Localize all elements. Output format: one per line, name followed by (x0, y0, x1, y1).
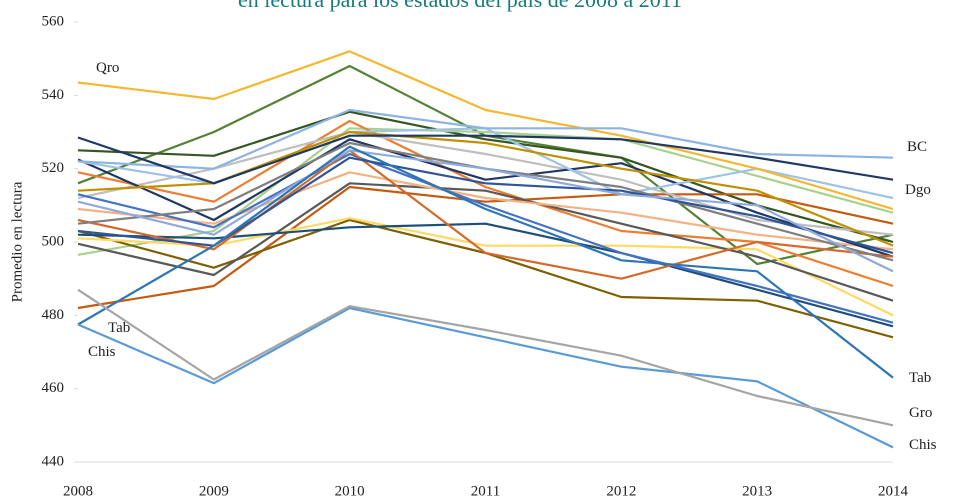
series-line (77, 171, 894, 251)
series-line (77, 145, 894, 379)
y-tick-label: 500 (42, 233, 65, 249)
series-line (77, 185, 894, 310)
series-label: BC (907, 139, 927, 155)
x-tick-label: 2011 (471, 483, 500, 499)
y-tick-label: 560 (42, 13, 65, 29)
x-tick-label: 2008 (63, 483, 93, 499)
series-line (77, 134, 894, 185)
series-label: Dgo (905, 182, 931, 198)
series-line (77, 108, 894, 170)
x-tick-label: 2013 (742, 483, 772, 499)
series-label: Qro (96, 60, 119, 76)
series-line (77, 127, 894, 256)
series-label: Gro (909, 405, 932, 421)
x-tick-label: 2014 (878, 483, 909, 499)
y-tick-label: 520 (42, 160, 65, 176)
series-label: Chis (909, 437, 937, 453)
chart-title: en lectura para los estados del país de … (238, 0, 682, 12)
y-tick-label: 480 (42, 307, 65, 323)
series-line (77, 182, 894, 302)
series-line (77, 149, 894, 273)
series-line (77, 149, 894, 280)
series-label: Tab (909, 370, 931, 386)
series-label: Chis (88, 344, 116, 360)
y-tick-label: 440 (42, 453, 65, 469)
series-label: Tab (108, 320, 130, 336)
series-line (77, 50, 894, 211)
y-tick-label: 460 (42, 380, 65, 396)
y-tick-label: 540 (42, 87, 65, 103)
series-line (77, 152, 894, 324)
x-tick-label: 2012 (606, 483, 636, 499)
series-line (77, 288, 894, 427)
series-line (77, 138, 894, 258)
series-line (77, 130, 894, 247)
series-line (77, 222, 894, 328)
x-tick-label: 2009 (199, 483, 229, 499)
x-tick-label: 2010 (335, 483, 365, 499)
series-line (77, 306, 894, 449)
y-axis-label: Promedio en lectura (9, 181, 25, 302)
